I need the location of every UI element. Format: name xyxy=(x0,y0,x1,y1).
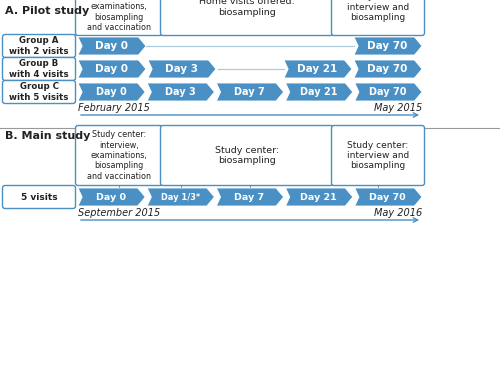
FancyBboxPatch shape xyxy=(2,57,76,81)
Text: Day 0: Day 0 xyxy=(96,192,126,202)
Text: Study center:
interview and
biosampling: Study center: interview and biosampling xyxy=(347,0,409,22)
FancyBboxPatch shape xyxy=(160,125,334,185)
FancyBboxPatch shape xyxy=(2,35,76,57)
Polygon shape xyxy=(286,188,353,206)
Text: February 2015: February 2015 xyxy=(78,103,150,113)
Text: May 2016: May 2016 xyxy=(374,208,422,218)
Text: Day 3: Day 3 xyxy=(165,87,196,97)
Text: Group C
with 5 visits: Group C with 5 visits xyxy=(10,82,68,102)
Text: Study center:
biosampling: Study center: biosampling xyxy=(215,146,279,165)
FancyBboxPatch shape xyxy=(160,0,334,35)
Text: Day 21: Day 21 xyxy=(297,64,338,74)
Polygon shape xyxy=(147,83,214,101)
Polygon shape xyxy=(147,188,214,206)
Text: Day 21: Day 21 xyxy=(300,192,337,202)
Text: Day 0: Day 0 xyxy=(95,64,128,74)
Text: B. Main study: B. Main study xyxy=(5,131,90,141)
Polygon shape xyxy=(78,60,146,78)
Polygon shape xyxy=(286,83,353,101)
Text: September 2015: September 2015 xyxy=(78,208,160,218)
Polygon shape xyxy=(216,83,284,101)
Text: Group B
with 4 visits: Group B with 4 visits xyxy=(9,59,69,79)
Text: Home visits offered:
biosampling: Home visits offered: biosampling xyxy=(199,0,295,17)
Text: Day 70: Day 70 xyxy=(367,41,408,51)
Text: Day 1/3*: Day 1/3* xyxy=(160,192,200,202)
Text: Day 70: Day 70 xyxy=(370,192,406,202)
Polygon shape xyxy=(284,60,352,78)
Text: A. Pilot study: A. Pilot study xyxy=(5,6,89,16)
Polygon shape xyxy=(354,60,422,78)
Text: 5 visits: 5 visits xyxy=(20,192,58,202)
Text: Day 70: Day 70 xyxy=(367,64,408,74)
Text: Study center:
interview,
examinations,
biosampling
and vaccination: Study center: interview, examinations, b… xyxy=(87,130,151,181)
Polygon shape xyxy=(78,37,146,55)
Polygon shape xyxy=(354,37,422,55)
FancyBboxPatch shape xyxy=(332,0,424,35)
Text: Group A
with 2 visits: Group A with 2 visits xyxy=(9,36,69,56)
Text: Day 7: Day 7 xyxy=(234,87,264,97)
FancyBboxPatch shape xyxy=(76,0,162,35)
Polygon shape xyxy=(355,83,422,101)
Text: Study center:
interview,
examinations,
biosampling
and vaccination: Study center: interview, examinations, b… xyxy=(87,0,151,32)
Text: May 2015: May 2015 xyxy=(374,103,422,113)
Text: Day 21: Day 21 xyxy=(300,87,338,97)
Text: Day 0: Day 0 xyxy=(95,41,128,51)
Text: Study center:
interview and
biosampling: Study center: interview and biosampling xyxy=(347,141,409,170)
Polygon shape xyxy=(78,83,145,101)
FancyBboxPatch shape xyxy=(332,125,424,185)
FancyBboxPatch shape xyxy=(76,125,162,185)
Text: Day 0: Day 0 xyxy=(96,87,126,97)
Text: Day 3: Day 3 xyxy=(165,64,198,74)
Text: Day 70: Day 70 xyxy=(369,87,406,97)
Polygon shape xyxy=(355,188,422,206)
FancyBboxPatch shape xyxy=(2,81,76,103)
Polygon shape xyxy=(78,188,145,206)
Polygon shape xyxy=(216,188,284,206)
Text: Day 7: Day 7 xyxy=(234,192,264,202)
Polygon shape xyxy=(148,60,216,78)
FancyBboxPatch shape xyxy=(2,185,76,209)
